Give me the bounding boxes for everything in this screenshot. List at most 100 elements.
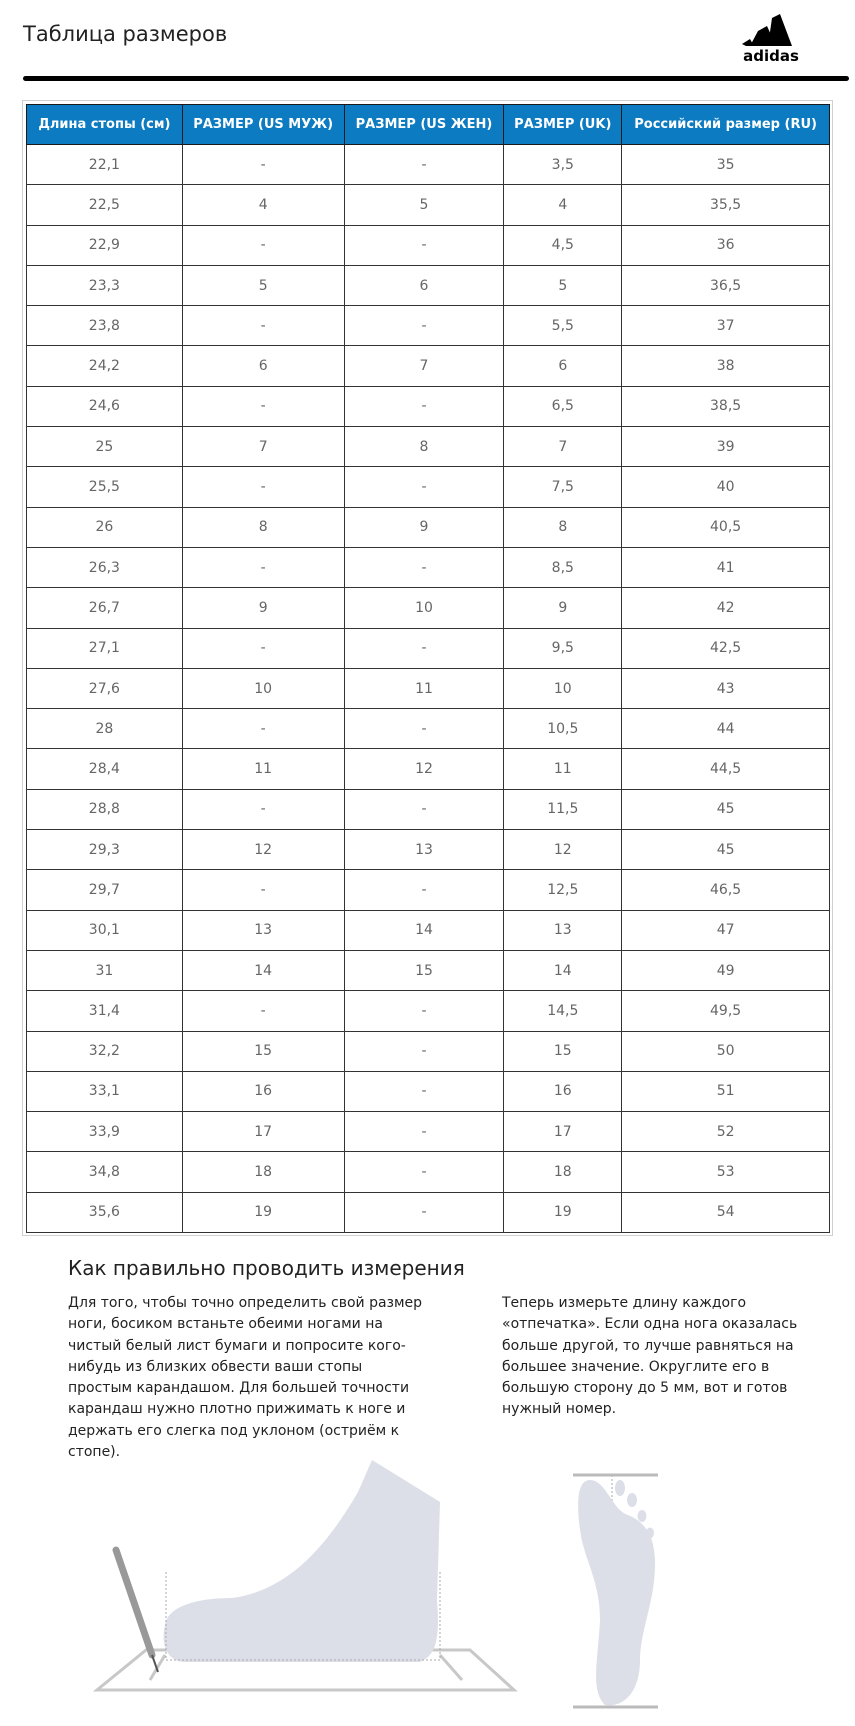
table-row: 26 8 9 8 40,5 [26, 506, 830, 548]
table-cell: - [343, 143, 505, 186]
table-cell: - [343, 1151, 505, 1193]
table-cell: 9,5 [503, 627, 623, 669]
table-cell: 5 [343, 184, 505, 226]
table-cell: 36 [621, 224, 830, 266]
table-cell: 28 [26, 708, 183, 750]
table-cell: 22,1 [26, 143, 183, 186]
table-cell: - [343, 1070, 505, 1113]
table-row: 22,9- -4,5 36 [26, 224, 830, 266]
table-cell: 7 [181, 426, 345, 468]
table-cell: 41 [621, 546, 830, 589]
table-cell: 17 [181, 1111, 345, 1153]
table-cell: 45 [621, 829, 830, 871]
table-row: 27,1- -9,5 42,5 [26, 627, 830, 669]
table-cell: 25 [26, 426, 183, 468]
adidas-logo: adidas [742, 14, 799, 64]
table-cell: 47 [621, 909, 830, 951]
table-cell: 42,5 [621, 627, 830, 669]
table-row: 34,8 18-18 53 [26, 1151, 830, 1193]
table-row: 24,6- -6,5 38,5 [26, 385, 830, 428]
table-row: 23,3 5 6 5 36,5 [26, 264, 830, 307]
table-row: 29,3 12 13 12 45 [26, 829, 830, 871]
table-row: 24,2 6 7 6 38 [26, 345, 830, 387]
table-cell: 44,5 [621, 748, 830, 790]
table-cell: 22,9 [26, 224, 183, 266]
table-cell: 18 [181, 1151, 345, 1193]
table-row: 28,8- -11,5 45 [26, 788, 830, 831]
table-row: 35,6 19-19 54 [26, 1191, 830, 1234]
table-row: 22,1- -3,5 35 [26, 143, 830, 186]
size-table: Длина стопы (см) РАЗМЕР (US МУЖ) РАЗМЕР (U… [26, 104, 830, 1234]
table-cell: - [181, 708, 345, 750]
table-cell: 54 [621, 1191, 830, 1234]
table-row: 27,6 10 11 10 43 [26, 667, 830, 710]
table-cell: 12 [181, 829, 345, 871]
table-cell: - [181, 627, 345, 669]
table-cell: 9 [503, 587, 623, 629]
table-cell: 24,6 [26, 385, 183, 428]
table-cell: 10 [181, 667, 345, 710]
table-cell: - [343, 869, 505, 911]
table-cell: - [343, 546, 505, 589]
svg-text:adidas: adidas [743, 47, 799, 64]
table-cell: 27,1 [26, 627, 183, 669]
table-cell: 49,5 [621, 990, 830, 1032]
table-cell: 15 [181, 1030, 345, 1072]
table-cell: - [343, 1030, 505, 1072]
page-title: Таблица размеров [23, 22, 228, 46]
table-cell: - [343, 1111, 505, 1153]
table-cell: - [181, 546, 345, 589]
table-cell: 36,5 [621, 264, 830, 307]
table-row: 26,7 9 10 9 42 [26, 587, 830, 629]
table-cell: 14 [181, 949, 345, 992]
table-cell: - [181, 788, 345, 831]
side-foot-shape [163, 1460, 441, 1662]
table-cell: 19 [503, 1191, 623, 1234]
table-cell: 31,4 [26, 990, 183, 1032]
table-cell: 18 [503, 1151, 623, 1193]
table-cell: 39 [621, 426, 830, 468]
table-cell: 7,5 [503, 466, 623, 508]
table-cell: - [181, 466, 345, 508]
table-cell: 13 [503, 909, 623, 951]
table-cell: 33,9 [26, 1111, 183, 1153]
table-cell: 12,5 [503, 869, 623, 911]
header-divider [23, 76, 849, 81]
table-cell: 38,5 [621, 385, 830, 428]
table-cell: 42 [621, 587, 830, 629]
instructions-title: Как правильно проводить измерения [68, 1256, 465, 1280]
footprint-icon [578, 1480, 656, 1706]
table-cell: 28,8 [26, 788, 183, 831]
table-cell: 22,5 [26, 184, 183, 226]
table-cell: 11 [343, 667, 505, 710]
column-header: Российский размер (RU) [621, 104, 830, 145]
table-row: 25 7 8 7 39 [26, 426, 830, 468]
table-cell: 4 [181, 184, 345, 226]
table-cell: 7 [503, 426, 623, 468]
table-cell: 19 [181, 1191, 345, 1234]
table-row: 31 14 15 14 49 [26, 949, 830, 992]
table-row: 32,2 15-15 50 [26, 1030, 830, 1072]
table-cell: - [343, 224, 505, 266]
table-cell: - [181, 990, 345, 1032]
table-cell: 23,3 [26, 264, 183, 307]
table-frame [22, 100, 833, 1236]
table-cell: 30,1 [26, 909, 183, 951]
length-markers [573, 1473, 658, 1709]
table-cell: 53 [621, 1151, 830, 1193]
instructions-paragraph-2: Теперь измерьте длину каждого «отпечатка… [502, 1295, 798, 1418]
table-row: 26,3- -8,5 41 [26, 546, 830, 589]
table-cell: 11 [181, 748, 345, 790]
table-cell: 7 [343, 345, 505, 387]
table-cell: 29,3 [26, 829, 183, 871]
table-cell: 38 [621, 345, 830, 387]
instructions-paragraph-1: Для того, чтобы точно определить свой ра… [68, 1295, 423, 1461]
table-cell: 34,8 [26, 1151, 183, 1193]
table-cell: 40 [621, 466, 830, 508]
table-cell: 15 [503, 1030, 623, 1072]
table-cell: 4,5 [503, 224, 623, 266]
table-cell: 5 [503, 264, 623, 307]
table-cell: 32,2 [26, 1030, 183, 1072]
table-cell: 37 [621, 305, 830, 347]
